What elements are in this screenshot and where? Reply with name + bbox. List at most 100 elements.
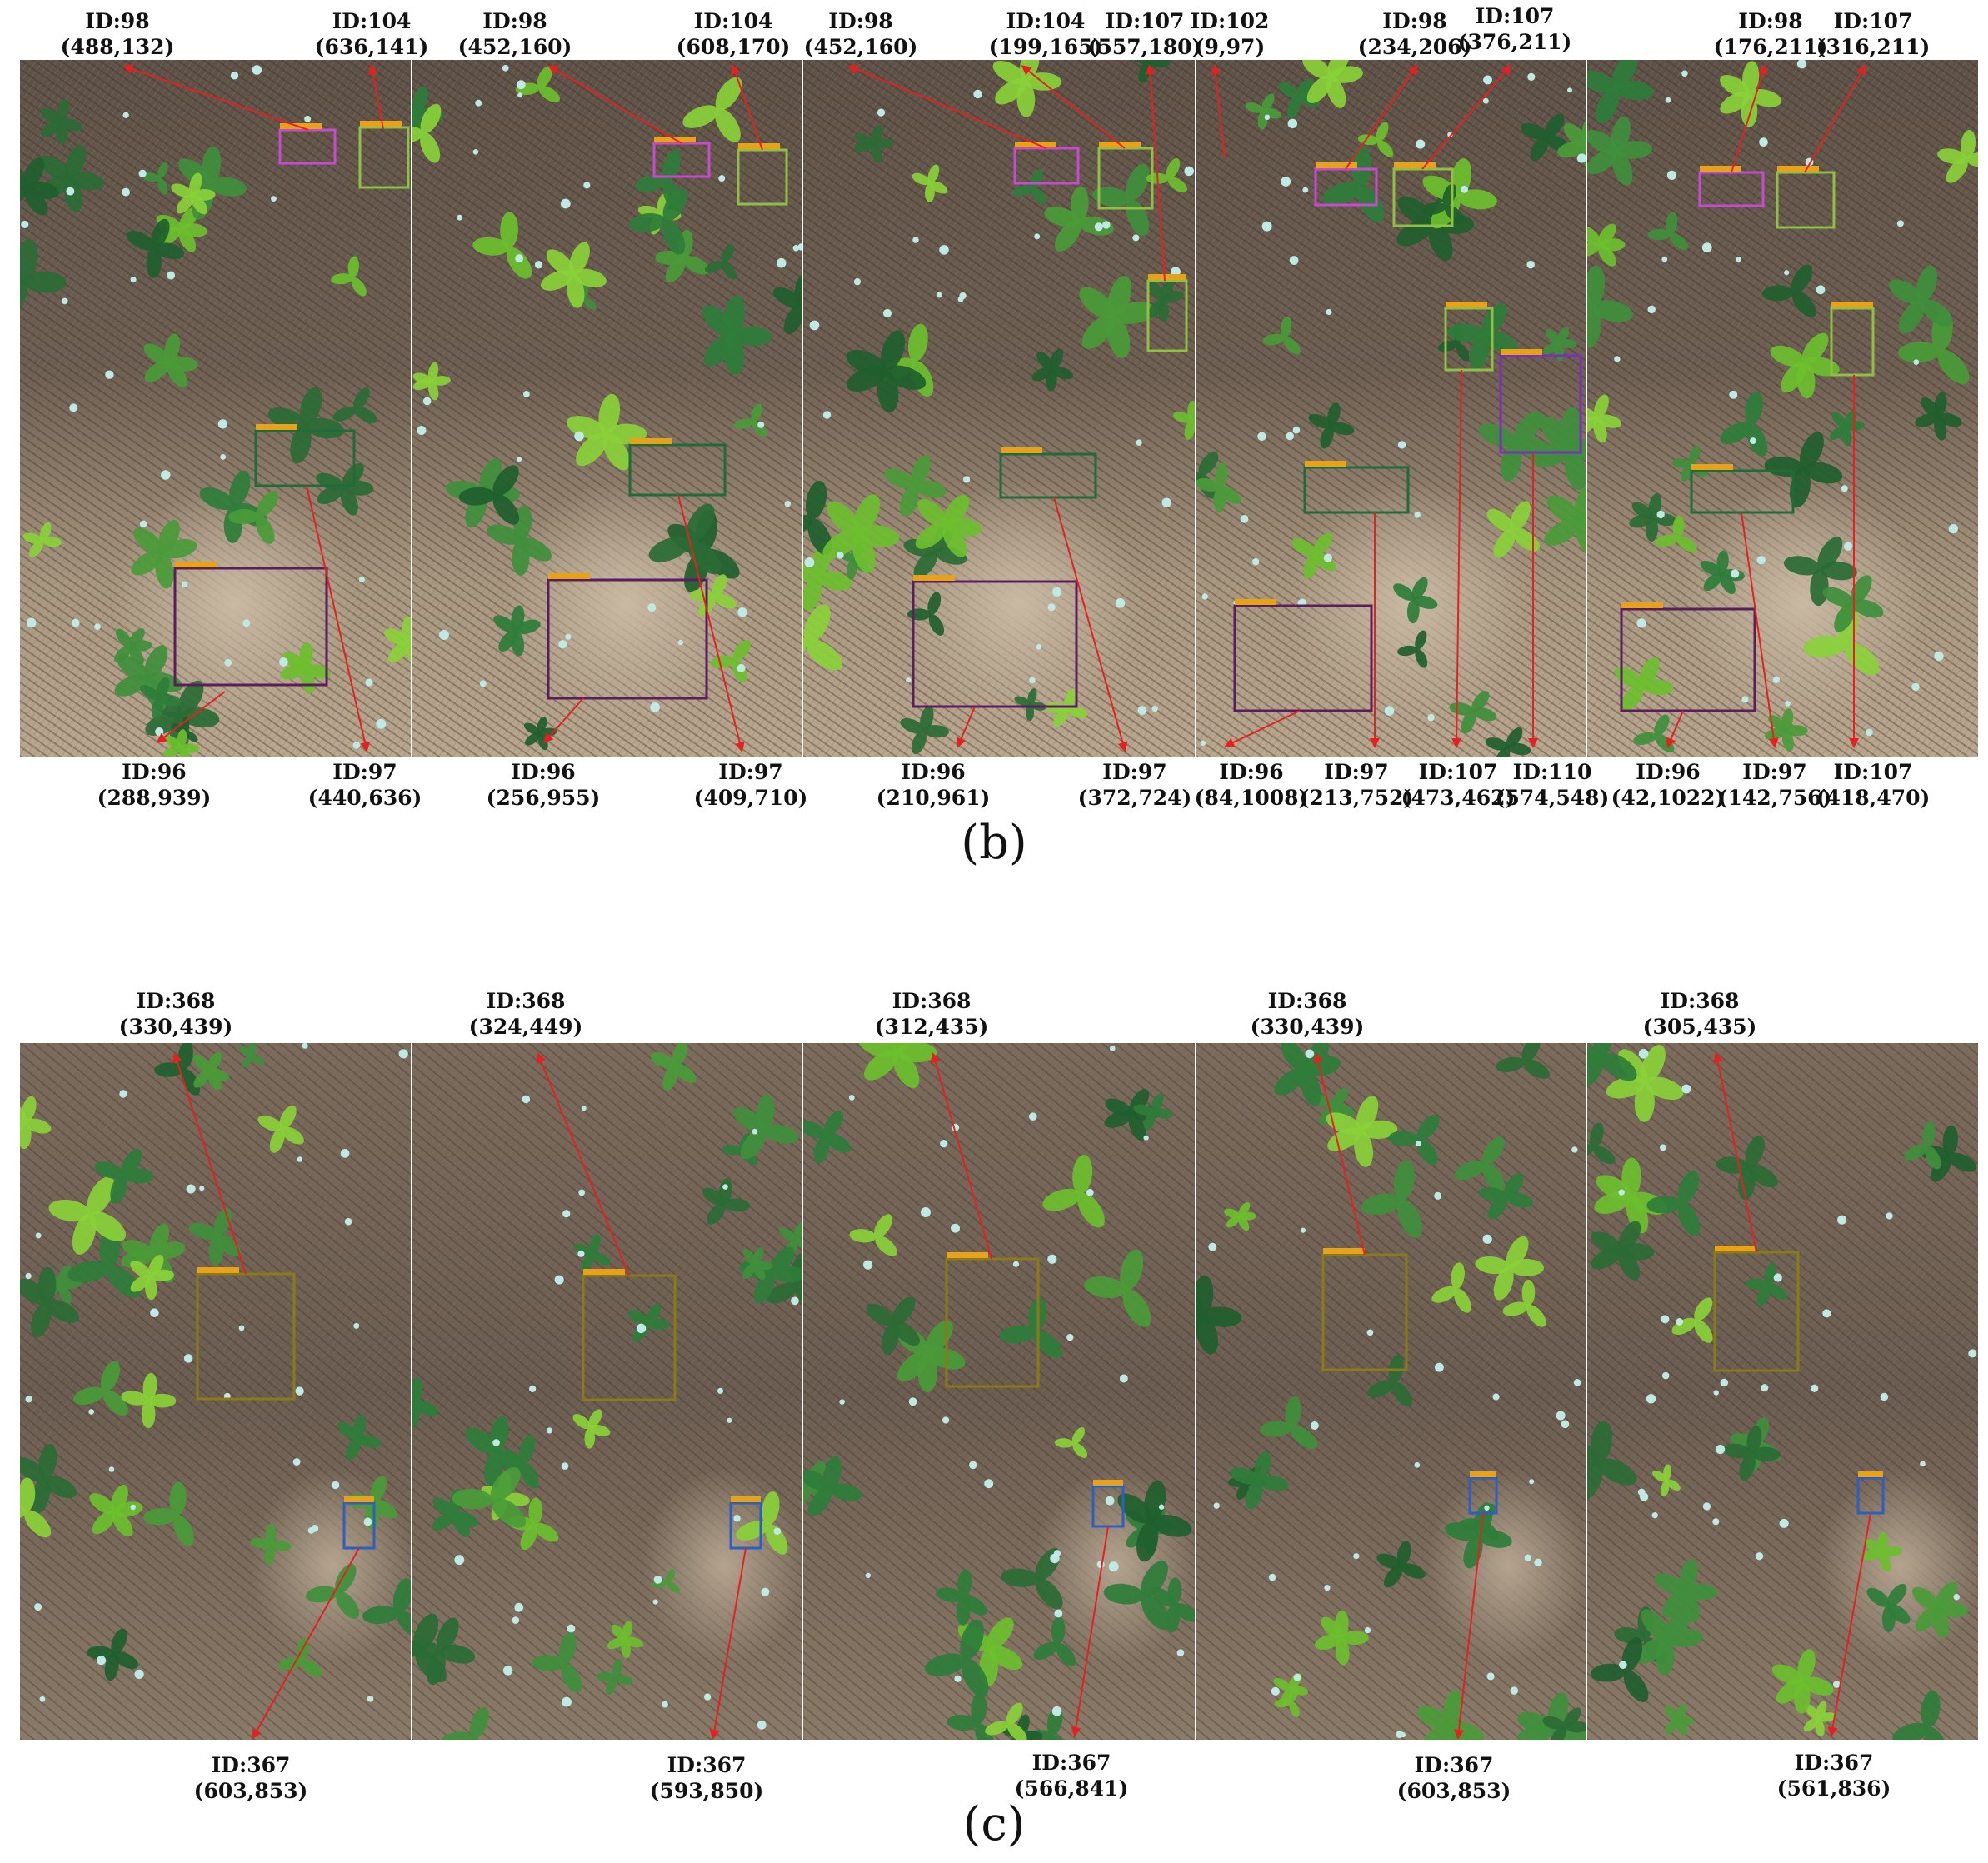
- pebble: [1533, 1558, 1542, 1567]
- pebble: [217, 419, 228, 429]
- pebble: [61, 297, 68, 305]
- pebble: [1482, 75, 1492, 85]
- plant: [682, 77, 742, 142]
- plant: [257, 1105, 304, 1153]
- plant: [607, 1621, 644, 1659]
- pebble: [1047, 1254, 1057, 1264]
- plant: [441, 1706, 490, 1740]
- plant: [524, 716, 557, 751]
- pebble: [1755, 1552, 1764, 1561]
- pebble: [1048, 603, 1056, 612]
- pebble: [94, 623, 101, 630]
- plant: [20, 157, 59, 216]
- pebble: [181, 581, 188, 588]
- plant: [734, 403, 767, 437]
- plant: [652, 1569, 681, 1593]
- pebble: [940, 1140, 948, 1148]
- pebble: [1968, 1349, 1977, 1358]
- plant: [1866, 1583, 1911, 1632]
- pebble: [475, 99, 482, 107]
- plant: [1502, 1279, 1546, 1327]
- pebble: [562, 1210, 571, 1218]
- plant: [1544, 484, 1586, 558]
- plant: [1636, 1608, 1703, 1676]
- pebble: [69, 403, 78, 412]
- plant: [1590, 1637, 1649, 1702]
- plant: [1012, 169, 1047, 204]
- plant: [362, 1578, 412, 1639]
- plant: [742, 1247, 773, 1281]
- plant: [1195, 462, 1241, 513]
- label-c4-id367: ID:367 (603,853): [1396, 1753, 1511, 1803]
- plant: [900, 706, 950, 755]
- pebble: [1805, 157, 1814, 167]
- plant: [702, 1178, 751, 1225]
- pebble: [535, 261, 543, 269]
- pebble: [353, 1322, 360, 1329]
- plant: [1079, 275, 1156, 358]
- label-c5-id367: ID:367 (561,836): [1776, 1751, 1891, 1801]
- pebble: [1681, 70, 1688, 77]
- pebble: [1300, 1227, 1306, 1233]
- plant: [1274, 1685, 1300, 1718]
- pebble: [650, 702, 661, 712]
- plant: [1042, 1154, 1106, 1228]
- plant: [1586, 1122, 1616, 1165]
- pebble: [1784, 700, 1791, 707]
- pebble: [108, 1466, 115, 1472]
- pebble: [1095, 222, 1104, 232]
- pebble: [1571, 1146, 1578, 1153]
- pebble: [1566, 87, 1572, 93]
- pebble: [1651, 1511, 1658, 1519]
- plants-layer: [1586, 60, 1979, 753]
- pebble: [1297, 598, 1306, 608]
- label-b5-id96: ID:96 (42,1022): [1611, 760, 1726, 810]
- pebble: [1384, 706, 1394, 716]
- pebble: [1646, 1394, 1656, 1404]
- pebble: [1701, 242, 1712, 253]
- pebble: [1159, 1504, 1165, 1510]
- pebble: [1029, 677, 1036, 684]
- pebble: [1036, 643, 1042, 650]
- plant: [238, 1043, 265, 1068]
- plant: [20, 1444, 77, 1514]
- pebble: [883, 308, 892, 318]
- pebble: [167, 271, 176, 280]
- pebble: [1486, 1672, 1495, 1681]
- pebble: [1761, 1384, 1769, 1392]
- plant: [40, 99, 82, 145]
- pebble: [1880, 1392, 1888, 1401]
- label-b4-id102: ID:102 (9,97): [1190, 9, 1270, 59]
- pebble: [1395, 1731, 1403, 1739]
- pebble: [1426, 714, 1435, 722]
- plant: [1301, 60, 1363, 108]
- caption-b: (b): [961, 816, 1027, 870]
- pebble: [514, 1602, 524, 1612]
- pebble: [292, 1458, 301, 1466]
- plant: [1654, 1559, 1717, 1622]
- pebble: [34, 1603, 42, 1611]
- plant: [1586, 1043, 1637, 1089]
- pebble: [1261, 221, 1272, 232]
- plant: [316, 462, 374, 516]
- pebble: [1102, 221, 1111, 229]
- pebble: [791, 1296, 799, 1306]
- pebble: [457, 214, 463, 221]
- plant: [154, 1043, 201, 1096]
- pebble: [1556, 1411, 1566, 1421]
- plant: [1133, 1093, 1173, 1131]
- pebble: [1301, 187, 1308, 193]
- plant: [1888, 265, 1953, 334]
- pebble: [937, 292, 943, 298]
- pebble: [454, 1555, 465, 1566]
- pebble: [88, 1409, 95, 1415]
- pebble: [567, 1624, 576, 1633]
- plant: [1260, 1396, 1318, 1450]
- pebble: [358, 577, 365, 583]
- plant: [38, 144, 104, 212]
- plant: [733, 1094, 799, 1160]
- label-b3-id98: ID:98 (452,160): [803, 9, 918, 59]
- plant: [72, 1361, 128, 1416]
- plant: [1486, 501, 1540, 558]
- pebble: [344, 1217, 352, 1226]
